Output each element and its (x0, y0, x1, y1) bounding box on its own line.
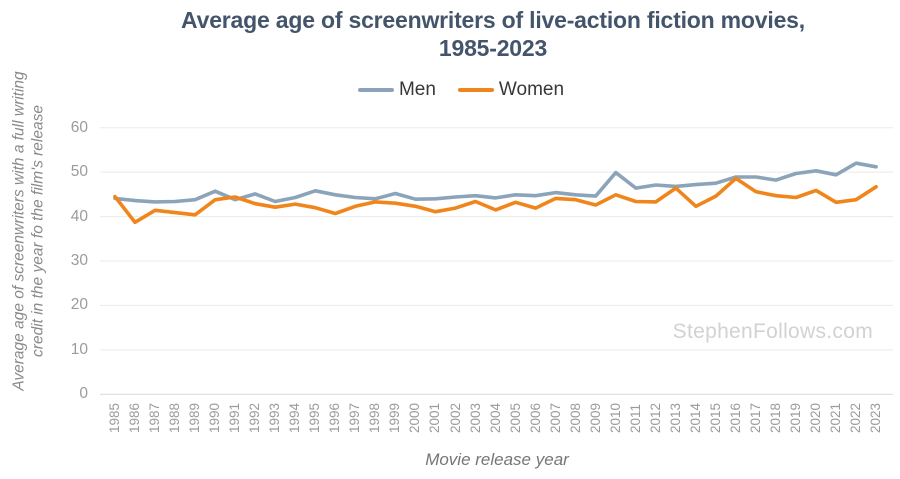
legend-swatch (457, 87, 494, 93)
chart-title-line2: 1985-2023 (438, 35, 548, 61)
y-tick-label: 20 (70, 296, 88, 314)
x-tick-label: 2006 (527, 402, 543, 433)
legend-label-men: Men (398, 79, 436, 100)
x-tick-label: 2020 (808, 402, 824, 433)
x-tick-label: 2011 (627, 403, 643, 433)
watermark: StephenFollows.com (672, 320, 873, 343)
x-axis-title: Movie release year (425, 450, 569, 469)
legend-label-women: Women (498, 79, 565, 100)
x-tick-label: 1999 (387, 402, 403, 433)
series-line-women (113, 176, 878, 225)
x-tick-label: 2003 (467, 402, 483, 433)
x-tick-label: 2002 (447, 402, 463, 433)
x-tick-label: 2012 (647, 402, 663, 433)
x-tick-label: 2019 (788, 402, 804, 433)
x-tick-label: 2018 (767, 402, 783, 433)
x-tick-label: 2008 (567, 402, 583, 433)
legend-swatch (357, 87, 394, 93)
x-tick-label: 2021 (828, 402, 844, 433)
legend-item-men: Men (357, 79, 436, 101)
y-tick-label: 30 (70, 252, 88, 269)
x-tick-label: 1987 (147, 402, 163, 433)
x-tick-label: 2001 (427, 402, 443, 433)
x-tick-label: 1991 (227, 402, 243, 433)
x-tick-label: 1989 (187, 402, 203, 433)
y-tick-label: 40 (70, 207, 88, 225)
x-tick-label: 2004 (487, 402, 503, 433)
y-tick-label: 0 (79, 385, 88, 403)
x-tick-label: 1996 (327, 402, 343, 433)
x-tick-label: 2010 (607, 402, 623, 433)
x-tick-label: 2007 (547, 402, 563, 433)
x-tick-label: 2013 (667, 402, 683, 433)
x-tick-label: 2005 (507, 402, 523, 433)
x-tick-label: 2009 (587, 402, 603, 433)
x-tick-label: 1992 (247, 402, 263, 433)
x-tick-label: 1990 (207, 402, 223, 433)
x-tick-label: 1993 (267, 402, 283, 433)
x-tick-label: 2000 (407, 402, 423, 433)
y-tick-label: 50 (70, 163, 88, 181)
x-tick-label: 1998 (367, 402, 383, 433)
y-tick-label: 10 (70, 340, 88, 358)
x-tick-label: 1986 (127, 402, 143, 433)
x-tick-label: 2023 (868, 402, 884, 433)
chart-title-line1: Average age of screenwriters of live-act… (181, 7, 805, 33)
legend-item-women: Women (457, 79, 565, 101)
y-tick-label: 60 (70, 118, 88, 136)
x-tick-label: 2015 (707, 402, 723, 433)
chart-legend: Men Women (11, 79, 900, 101)
x-tick-label: 1988 (167, 402, 183, 433)
x-tick-label: 1997 (347, 402, 363, 433)
x-tick-label: 1985 (107, 402, 122, 433)
x-tick-label: 1995 (307, 402, 323, 433)
x-tick-label: 2017 (747, 402, 763, 433)
x-tick-label: 2022 (848, 402, 864, 433)
x-tick-label: 2014 (687, 402, 703, 433)
x-tick-label: 2016 (727, 402, 743, 433)
x-tick-label: 1994 (287, 402, 303, 433)
chart-title: Average age of screenwriters of live-act… (86, 6, 900, 62)
